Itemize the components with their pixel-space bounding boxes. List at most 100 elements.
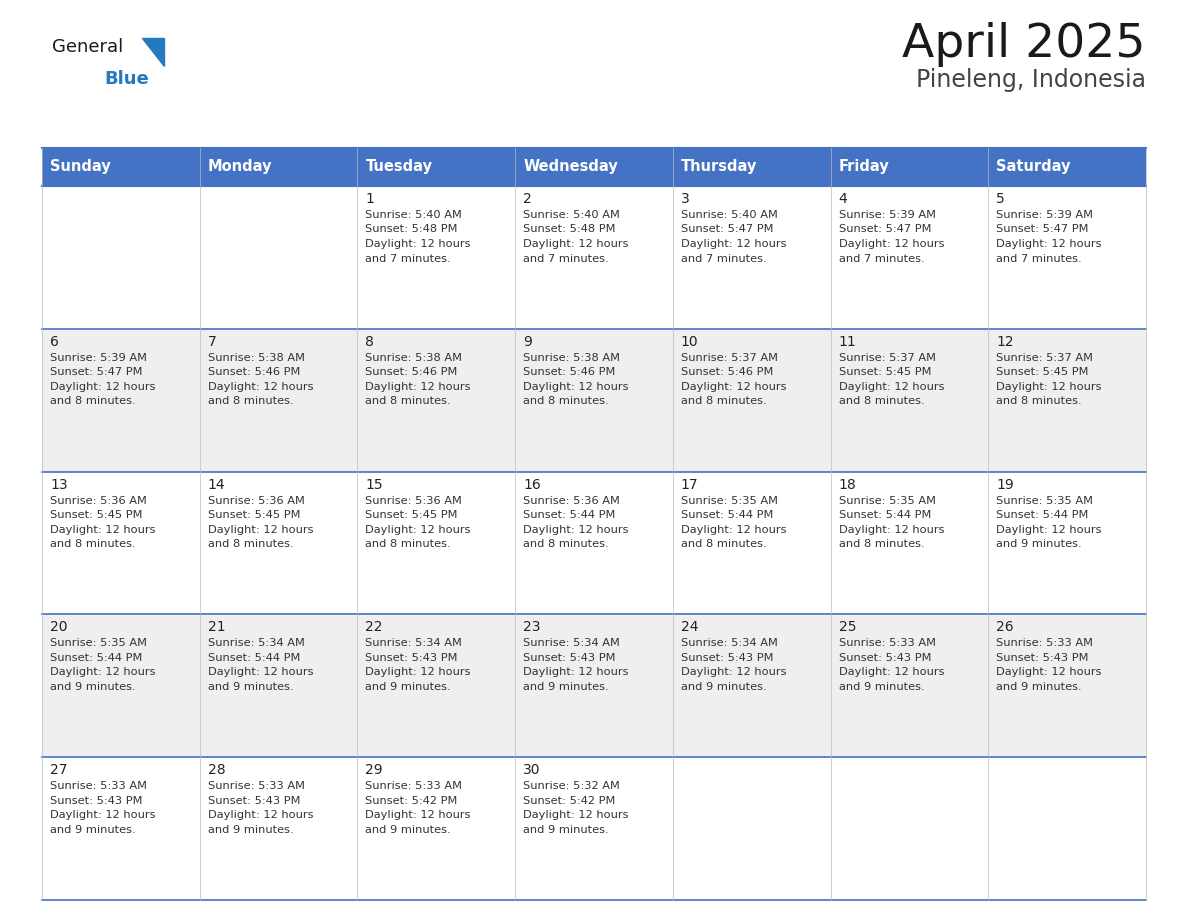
Text: Daylight: 12 hours: Daylight: 12 hours [839,524,944,534]
Text: April 2025: April 2025 [903,22,1146,67]
Text: Sunset: 5:44 PM: Sunset: 5:44 PM [839,510,931,521]
Bar [672,186,830,329]
Bar [42,614,200,757]
Text: Sunrise: 5:34 AM: Sunrise: 5:34 AM [366,638,462,648]
Text: 17: 17 [681,477,699,492]
Text: 5: 5 [997,192,1005,206]
Text: and 7 minutes.: and 7 minutes. [997,253,1082,263]
Text: Sunset: 5:43 PM: Sunset: 5:43 PM [523,653,615,663]
Text: and 9 minutes.: and 9 minutes. [523,824,608,834]
Text: Sunset: 5:43 PM: Sunset: 5:43 PM [366,653,457,663]
Bar [516,148,672,186]
Text: and 8 minutes.: and 8 minutes. [839,539,924,549]
Text: Sunrise: 5:37 AM: Sunrise: 5:37 AM [997,353,1093,363]
Bar [358,614,516,757]
Text: 22: 22 [366,621,383,634]
Text: Pineleng, Indonesia: Pineleng, Indonesia [916,68,1146,92]
Text: Sunrise: 5:40 AM: Sunrise: 5:40 AM [681,210,778,220]
Text: 12: 12 [997,335,1013,349]
Text: Sunset: 5:47 PM: Sunset: 5:47 PM [681,225,773,234]
Text: and 8 minutes.: and 8 minutes. [366,397,451,407]
Text: Daylight: 12 hours: Daylight: 12 hours [997,382,1101,392]
Text: Sunrise: 5:33 AM: Sunrise: 5:33 AM [50,781,147,791]
Text: Sunrise: 5:33 AM: Sunrise: 5:33 AM [208,781,304,791]
Text: and 8 minutes.: and 8 minutes. [208,397,293,407]
Text: Tuesday: Tuesday [366,160,432,174]
Text: Daylight: 12 hours: Daylight: 12 hours [366,524,470,534]
Text: and 9 minutes.: and 9 minutes. [523,682,608,692]
Text: Daylight: 12 hours: Daylight: 12 hours [997,524,1101,534]
Text: Sunrise: 5:33 AM: Sunrise: 5:33 AM [839,638,936,648]
Text: 10: 10 [681,335,699,349]
Bar [830,614,988,757]
Text: Sunset: 5:47 PM: Sunset: 5:47 PM [50,367,143,377]
Text: Sunset: 5:43 PM: Sunset: 5:43 PM [839,653,931,663]
Bar [830,472,988,614]
Bar [42,148,200,186]
Text: Sunset: 5:44 PM: Sunset: 5:44 PM [50,653,143,663]
Text: 11: 11 [839,335,857,349]
Text: Sunset: 5:45 PM: Sunset: 5:45 PM [366,510,457,521]
Text: 8: 8 [366,335,374,349]
Polygon shape [143,38,164,66]
Text: Sunrise: 5:39 AM: Sunrise: 5:39 AM [839,210,936,220]
Text: Daylight: 12 hours: Daylight: 12 hours [366,239,470,249]
Text: Daylight: 12 hours: Daylight: 12 hours [208,382,314,392]
Bar [830,148,988,186]
Text: Sunset: 5:45 PM: Sunset: 5:45 PM [50,510,143,521]
Text: Sunrise: 5:35 AM: Sunrise: 5:35 AM [50,638,147,648]
Text: and 9 minutes.: and 9 minutes. [208,824,293,834]
Text: Sunrise: 5:34 AM: Sunrise: 5:34 AM [681,638,778,648]
Text: Sunrise: 5:33 AM: Sunrise: 5:33 AM [366,781,462,791]
Text: Daylight: 12 hours: Daylight: 12 hours [50,811,156,820]
Text: Sunrise: 5:40 AM: Sunrise: 5:40 AM [366,210,462,220]
Text: 24: 24 [681,621,699,634]
Text: Sunrise: 5:34 AM: Sunrise: 5:34 AM [523,638,620,648]
Text: 1: 1 [366,192,374,206]
Text: 6: 6 [50,335,59,349]
Text: 15: 15 [366,477,383,492]
Text: Daylight: 12 hours: Daylight: 12 hours [523,524,628,534]
Bar [200,472,358,614]
Text: Sunrise: 5:39 AM: Sunrise: 5:39 AM [997,210,1093,220]
Text: Sunrise: 5:35 AM: Sunrise: 5:35 AM [839,496,936,506]
Text: and 9 minutes.: and 9 minutes. [366,824,451,834]
Bar [830,757,988,900]
Bar [200,148,358,186]
Bar [358,186,516,329]
Text: Blue: Blue [105,70,148,88]
Text: and 7 minutes.: and 7 minutes. [523,253,608,263]
Bar [42,472,200,614]
Bar [672,472,830,614]
Text: Sunrise: 5:36 AM: Sunrise: 5:36 AM [208,496,304,506]
Text: Sunset: 5:44 PM: Sunset: 5:44 PM [208,653,301,663]
Bar [358,472,516,614]
Text: and 8 minutes.: and 8 minutes. [523,539,608,549]
Text: Monday: Monday [208,160,272,174]
Text: Sunrise: 5:32 AM: Sunrise: 5:32 AM [523,781,620,791]
Text: General: General [52,38,124,56]
Bar [988,614,1146,757]
Text: 20: 20 [50,621,68,634]
Bar [672,148,830,186]
Text: Sunrise: 5:35 AM: Sunrise: 5:35 AM [681,496,778,506]
Text: Sunrise: 5:36 AM: Sunrise: 5:36 AM [366,496,462,506]
Bar [988,186,1146,329]
Text: Sunrise: 5:38 AM: Sunrise: 5:38 AM [366,353,462,363]
Text: and 8 minutes.: and 8 minutes. [839,397,924,407]
Text: Sunset: 5:45 PM: Sunset: 5:45 PM [839,367,931,377]
Text: and 8 minutes.: and 8 minutes. [50,397,135,407]
Text: Daylight: 12 hours: Daylight: 12 hours [50,524,156,534]
Text: Daylight: 12 hours: Daylight: 12 hours [523,811,628,820]
Bar [830,329,988,472]
Text: Sunrise: 5:36 AM: Sunrise: 5:36 AM [50,496,147,506]
Text: Sunrise: 5:40 AM: Sunrise: 5:40 AM [523,210,620,220]
Text: Daylight: 12 hours: Daylight: 12 hours [839,667,944,677]
Text: Daylight: 12 hours: Daylight: 12 hours [681,382,786,392]
Text: Saturday: Saturday [997,160,1070,174]
Bar [516,186,672,329]
Text: Sunrise: 5:38 AM: Sunrise: 5:38 AM [208,353,304,363]
Text: and 9 minutes.: and 9 minutes. [997,539,1082,549]
Text: Sunset: 5:46 PM: Sunset: 5:46 PM [523,367,615,377]
Bar [988,757,1146,900]
